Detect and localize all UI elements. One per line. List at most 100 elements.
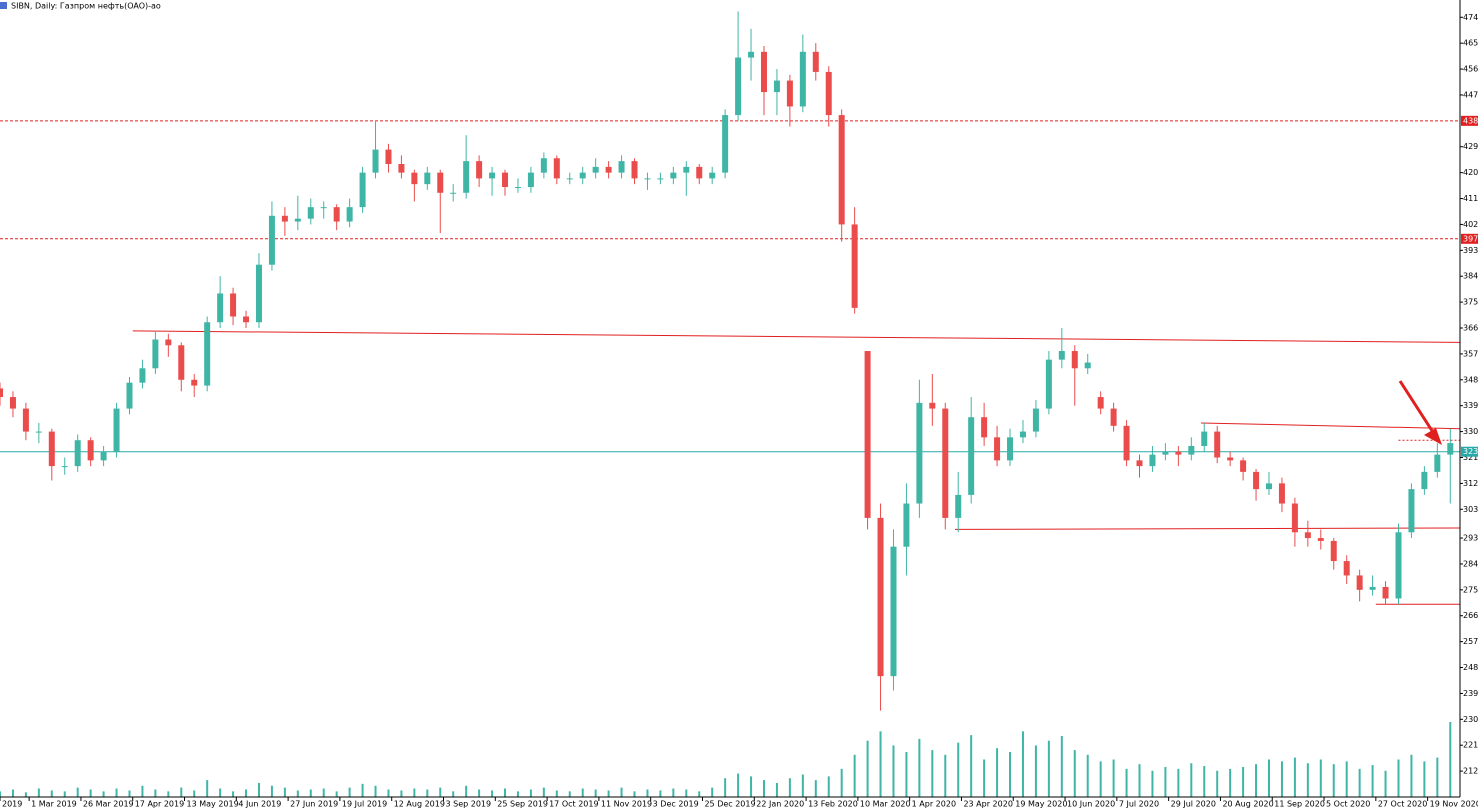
candle-body: [1330, 540, 1337, 562]
candle-body: [204, 322, 211, 386]
y-tick-label: 465.: [1463, 39, 1478, 48]
volume-bar: [1280, 761, 1283, 797]
candle-body: [657, 178, 664, 180]
volume-bar: [167, 791, 170, 797]
x-tick-label: 19 May 2020: [1015, 800, 1067, 809]
volume-bar: [698, 791, 701, 797]
volume-bar: [478, 789, 481, 797]
candle-body: [113, 408, 120, 452]
volume-bar: [1060, 736, 1063, 797]
candle-body: [1188, 445, 1195, 455]
level-label-box: [1461, 115, 1478, 126]
y-tick-label: 239.: [1463, 689, 1478, 698]
candle-body: [424, 172, 431, 185]
candle-body: [890, 546, 897, 677]
y-tick-label: 393.: [1463, 246, 1478, 255]
candle-body: [994, 437, 1001, 461]
volume-bar: [361, 783, 364, 797]
volume-bar: [1177, 768, 1180, 797]
volume-bar: [672, 788, 675, 797]
candle-body: [320, 207, 327, 209]
volume-bar: [309, 789, 312, 797]
volume-bar: [1371, 765, 1374, 797]
volume-bar: [1384, 770, 1387, 797]
candle-body: [1097, 397, 1104, 409]
volume-bar: [1242, 767, 1245, 797]
volume-bar: [452, 791, 455, 797]
candle-body: [74, 440, 81, 467]
volume-bar: [0, 791, 1, 797]
y-tick-label: 321.: [1463, 453, 1478, 462]
candle-body: [333, 207, 340, 222]
y-tick-label: 456.: [1463, 65, 1478, 74]
candle-body: [955, 494, 962, 518]
candle-body: [217, 293, 224, 323]
candle-body: [631, 161, 638, 179]
candle-body: [1123, 425, 1130, 461]
volume-bar: [957, 742, 960, 797]
level-label-box: [1461, 233, 1478, 244]
x-tick-label: 19 Jul 2019: [342, 800, 387, 809]
volume-bar: [245, 789, 248, 797]
volume-bar: [1345, 761, 1348, 797]
volume-bar: [775, 782, 778, 797]
y-tick-label: 293.: [1463, 534, 1478, 543]
volume-bar: [89, 789, 92, 797]
candle-body: [1084, 362, 1091, 369]
y-tick-label: 402.: [1463, 220, 1478, 229]
candle-body: [1343, 561, 1350, 576]
candle-body: [1071, 351, 1078, 369]
volume-bar: [620, 787, 623, 797]
candle-body: [1032, 408, 1039, 432]
candle-body: [592, 166, 599, 173]
y-tick-label: 330.: [1463, 427, 1478, 436]
candle-body: [191, 379, 198, 386]
volume-bar: [529, 789, 532, 797]
volume-bar: [1410, 754, 1413, 797]
y-tick-label: 474.: [1463, 13, 1478, 22]
candle-body: [696, 166, 703, 179]
y-tick-label: 266.: [1463, 611, 1478, 620]
x-tick-label: 5 Oct 2020: [1326, 800, 1370, 809]
x-tick-label: 7 Jul 2020: [1119, 800, 1159, 809]
volume-bar: [1009, 752, 1012, 797]
level-label-box: [1461, 446, 1478, 457]
volume-bar: [283, 787, 286, 797]
candle-body: [398, 164, 405, 173]
volume-bar: [762, 780, 765, 797]
volume-bar: [426, 789, 429, 797]
volume-bar: [581, 788, 584, 797]
candle-body: [514, 187, 521, 189]
x-tick-label: 12 Aug 2019: [394, 800, 445, 809]
candle-body: [294, 218, 301, 222]
candle-body: [683, 166, 690, 173]
volume-bar: [1112, 759, 1115, 797]
candle-body: [566, 178, 573, 180]
volume-bar: [1255, 764, 1258, 797]
volume-bar: [76, 787, 79, 797]
volume-bar: [193, 790, 196, 797]
volume-bar: [141, 785, 144, 797]
volume-bar: [491, 790, 494, 797]
volume-bar: [633, 791, 636, 797]
volume-bar: [1138, 764, 1141, 797]
volume-bar: [892, 745, 895, 797]
volume-bar: [905, 752, 908, 797]
y-tick-label: 357.: [1463, 349, 1478, 358]
y-tick-label: 366.: [1463, 324, 1478, 333]
candle-body: [1201, 431, 1208, 446]
x-tick-label: 10 Mar 2020: [860, 800, 911, 809]
y-tick-label: 303.: [1463, 505, 1478, 514]
volume-bar: [879, 731, 882, 797]
candle-body: [1136, 460, 1143, 467]
candle-body: [812, 51, 819, 72]
x-tick-label: 20 Aug 2020: [1222, 800, 1273, 809]
volume-bar: [465, 785, 468, 797]
volume-bar: [1086, 754, 1089, 797]
volume-bar: [24, 792, 27, 797]
candle-body: [268, 215, 275, 265]
candle-body: [385, 149, 392, 165]
candle-body: [579, 172, 586, 179]
x-tick-label: 11 Nov 2019: [601, 800, 652, 809]
